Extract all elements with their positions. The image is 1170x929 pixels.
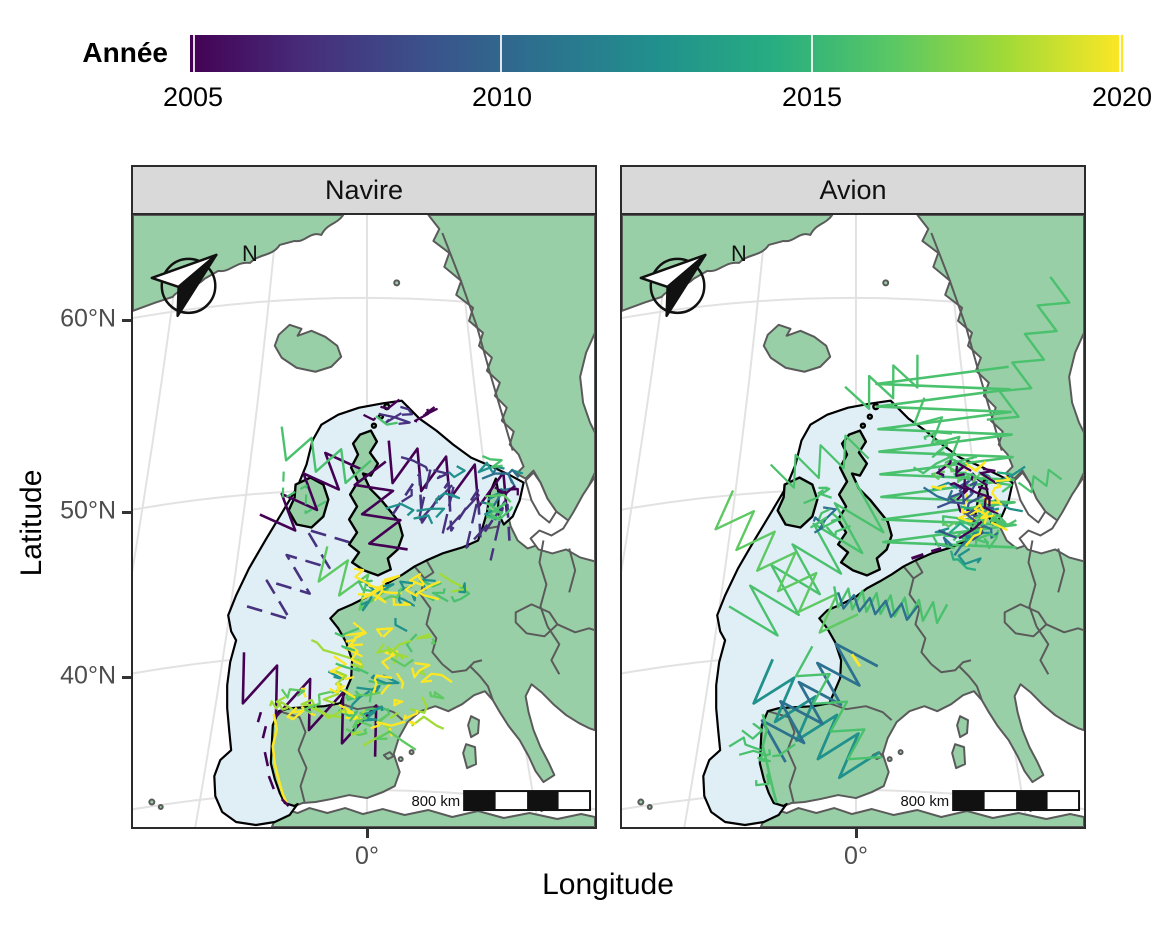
scale-bar-label: 800 km <box>900 793 949 810</box>
map-panel-navire: N 800 km <box>131 215 597 829</box>
colorbar-break-tick <box>811 35 814 72</box>
survey-tracks-layer <box>241 398 524 807</box>
scale-bar-label: 800 km <box>411 793 460 810</box>
colorbar-tick-label: 2010 <box>471 82 533 112</box>
colorbar-tick-label: 2020 <box>1091 82 1153 112</box>
y-axis-tick-label: 60°N <box>60 304 116 333</box>
facet-label-avion: Avion <box>819 174 887 205</box>
legend-title: Année <box>82 37 168 68</box>
colorbar-tick-label: 2005 <box>162 82 224 112</box>
colorbar-break-tick <box>192 35 195 72</box>
facet-strip-avion: Avion <box>620 165 1086 215</box>
y-axis-tick-label: 50°N <box>60 496 116 525</box>
y-axis-tick-mark <box>122 676 131 679</box>
scale-bar: 800 km <box>900 790 1081 812</box>
y-axis-title: Latitude <box>15 469 48 577</box>
facet-label-navire: Navire <box>324 174 404 205</box>
colorbar-tick-label: 2015 <box>781 82 843 112</box>
north-arrow-icon: N <box>639 241 747 318</box>
scale-bar: 800 km <box>411 790 592 812</box>
survey-tracks-layer <box>714 276 1071 804</box>
x-axis-tick-mark <box>366 829 369 838</box>
colorbar-break-tick <box>500 35 503 72</box>
y-axis-tick-mark <box>122 319 131 322</box>
x-axis-tick-mark <box>855 829 858 838</box>
colorbar-break-tick <box>1119 35 1122 72</box>
x-axis-tick-label: 0° <box>844 842 868 870</box>
x-axis-title: Longitude <box>542 868 674 901</box>
colorbar-gradient <box>190 35 1123 72</box>
north-arrow-label: N <box>242 241 258 266</box>
north-arrow-icon: N <box>150 241 258 318</box>
y-axis-tick-label: 40°N <box>60 661 116 690</box>
map-panel-avion: N 800 km <box>620 215 1086 829</box>
sea-layer <box>524 331 595 563</box>
facet-strip-navire: Navire <box>131 165 597 215</box>
uk-ireland-islands <box>776 402 893 577</box>
x-axis-tick-label: 0° <box>355 842 379 870</box>
y-axis-tick-mark <box>122 511 131 514</box>
north-arrow-label: N <box>731 241 747 266</box>
